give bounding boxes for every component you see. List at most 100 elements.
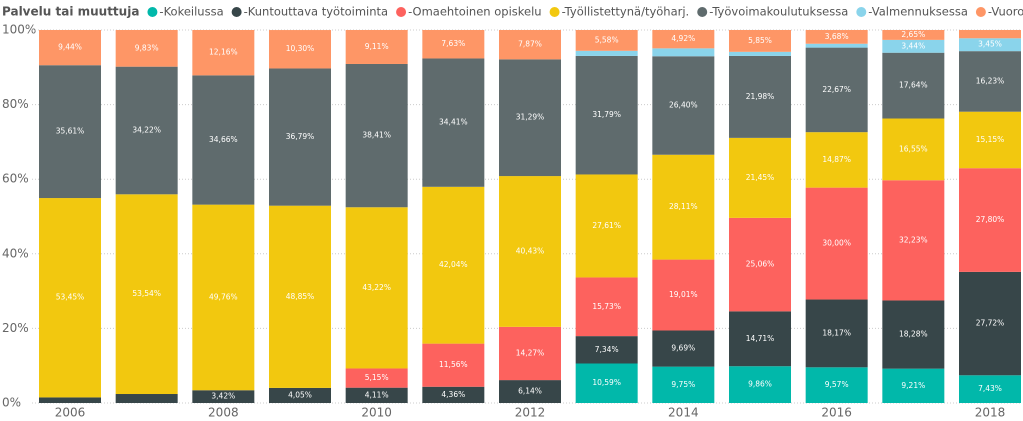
data-label: 4,05% bbox=[288, 390, 312, 399]
bar-segment bbox=[39, 30, 101, 66]
data-label: 21,98% bbox=[746, 92, 775, 101]
bar-segment bbox=[422, 30, 485, 59]
bar-segment bbox=[115, 194, 178, 395]
bar-segment bbox=[882, 118, 945, 181]
bar-segment bbox=[39, 65, 101, 199]
x-tick-label: 2006 bbox=[55, 406, 86, 420]
bar-segment bbox=[269, 30, 331, 69]
x-tick-label: 2010 bbox=[361, 406, 392, 420]
bar-segment bbox=[652, 48, 715, 57]
bar-segment bbox=[652, 330, 715, 367]
data-label: 4,92% bbox=[671, 34, 695, 43]
bar-segment bbox=[499, 326, 561, 381]
bar-segment bbox=[882, 300, 945, 369]
data-label: 5,58% bbox=[595, 35, 619, 44]
data-label: 10,59% bbox=[592, 378, 621, 387]
bar-segment bbox=[729, 311, 791, 367]
y-tick-label: 0% bbox=[2, 396, 21, 410]
bar-segment bbox=[345, 30, 408, 64]
data-label: 9,11% bbox=[365, 42, 389, 51]
x-tick-label: 2014 bbox=[668, 406, 699, 420]
data-label: 7,34% bbox=[595, 345, 619, 354]
bar-segment bbox=[39, 397, 101, 403]
bar-segment bbox=[882, 368, 945, 403]
data-label: 31,79% bbox=[592, 110, 621, 119]
bar-segment bbox=[422, 386, 485, 403]
data-label: 5,15% bbox=[365, 373, 389, 382]
data-label: 48,85% bbox=[286, 292, 315, 301]
data-label: 19,01% bbox=[669, 290, 698, 299]
x-tick-label: 2008 bbox=[208, 406, 239, 420]
bar-segment bbox=[269, 68, 331, 206]
data-label: 15,73% bbox=[592, 302, 621, 311]
data-label: 18,28% bbox=[899, 330, 928, 339]
bar-segment bbox=[959, 375, 1021, 403]
data-label: 9,44% bbox=[58, 43, 82, 52]
data-label: 40,43% bbox=[516, 246, 545, 255]
legend-marker bbox=[856, 7, 867, 17]
bar-segment bbox=[575, 174, 638, 278]
bar-segment bbox=[575, 363, 638, 403]
data-label: 3,68% bbox=[825, 32, 849, 41]
data-label: 9,75% bbox=[671, 380, 695, 389]
data-label: 30,00% bbox=[822, 239, 851, 248]
data-label: 22,67% bbox=[822, 85, 851, 94]
bar-segment bbox=[422, 343, 485, 387]
data-label: 7,43% bbox=[978, 384, 1002, 393]
bar-segment bbox=[882, 39, 945, 53]
data-label: 3,44% bbox=[901, 41, 925, 50]
data-label: 7,63% bbox=[441, 39, 465, 48]
data-label: 36,79% bbox=[286, 132, 315, 141]
bar-segment bbox=[882, 180, 945, 301]
data-label: 12,16% bbox=[209, 48, 238, 57]
data-label: 6,14% bbox=[518, 387, 542, 396]
bar-segment bbox=[959, 168, 1021, 272]
bar-segment bbox=[422, 58, 485, 187]
bar-segment bbox=[652, 154, 715, 260]
bar-segment bbox=[345, 387, 408, 403]
data-label: 16,23% bbox=[976, 76, 1005, 85]
data-label: 3,42% bbox=[211, 392, 235, 401]
data-label: 4,11% bbox=[365, 390, 389, 399]
data-label: 53,54% bbox=[132, 289, 161, 298]
y-tick-label: 60% bbox=[2, 172, 29, 186]
bar-segment bbox=[575, 30, 638, 51]
data-label: 27,72% bbox=[976, 319, 1005, 328]
legend-title: Palvelu tai muuttuja bbox=[2, 5, 139, 19]
bar-segment bbox=[959, 271, 1021, 376]
bar-segment bbox=[192, 30, 255, 76]
bar-segment bbox=[959, 111, 1021, 169]
bar-segment bbox=[115, 394, 178, 403]
bar-segment bbox=[959, 38, 1021, 52]
y-tick-label: 40% bbox=[2, 246, 29, 260]
bar-segment bbox=[192, 390, 255, 403]
data-label: 2,65% bbox=[901, 30, 925, 39]
data-label: 34,22% bbox=[132, 125, 161, 134]
legend-marker bbox=[231, 7, 242, 17]
data-label: 9,86% bbox=[748, 380, 772, 389]
data-label: 9,21% bbox=[901, 381, 925, 390]
data-label: 11,56% bbox=[439, 360, 468, 369]
bar-segment bbox=[192, 204, 255, 391]
legend-label: -Kokeilussa bbox=[159, 5, 223, 19]
x-tick-label: 2018 bbox=[975, 406, 1006, 420]
bar-segment bbox=[805, 43, 868, 48]
legend-marker bbox=[697, 7, 708, 17]
bar-segment bbox=[805, 30, 868, 44]
bar-segment bbox=[269, 387, 331, 403]
bar-segment bbox=[499, 176, 561, 327]
legend-label: -Omaehtoinen opiskelu bbox=[408, 5, 542, 19]
bar-segment bbox=[115, 66, 178, 195]
bar-segment bbox=[959, 51, 1021, 112]
data-label: 21,45% bbox=[746, 173, 775, 182]
bar-segment bbox=[39, 198, 101, 398]
data-label: 10,30% bbox=[286, 44, 315, 53]
bar-segment bbox=[959, 30, 1021, 39]
bar-segment bbox=[269, 205, 331, 388]
bar-segment bbox=[729, 217, 791, 312]
data-label: 53,45% bbox=[56, 293, 85, 302]
bar-segment bbox=[805, 132, 868, 188]
bar-segment bbox=[345, 368, 408, 388]
data-label: 9,57% bbox=[825, 380, 849, 389]
